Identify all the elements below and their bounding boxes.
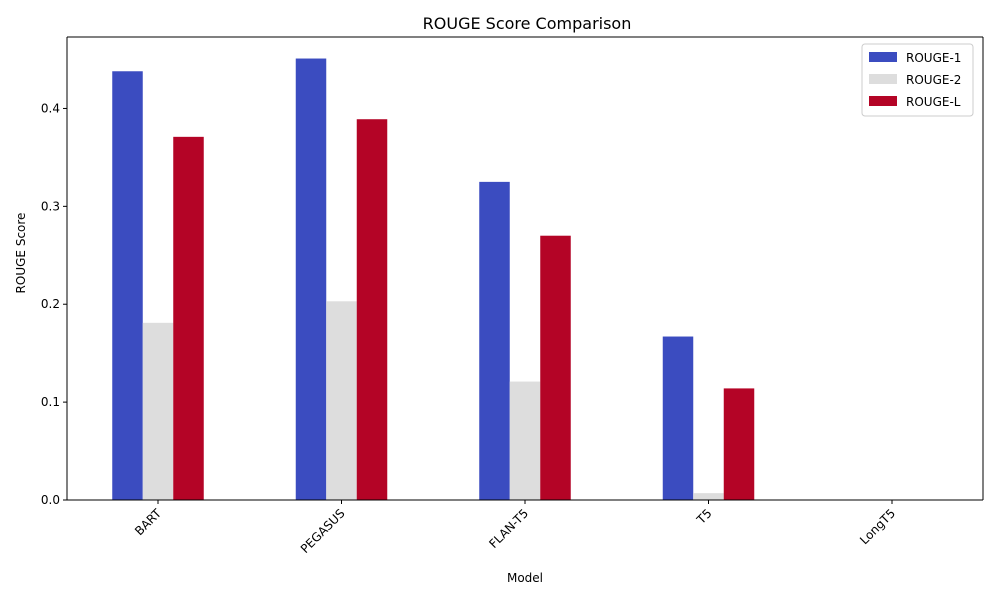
x-axis-label: Model [507, 571, 543, 585]
legend-label-rouge-l: ROUGE-L [906, 95, 961, 109]
chart-title: ROUGE Score Comparison [423, 14, 632, 33]
y-axis-label: ROUGE Score [14, 213, 28, 294]
bar-t5-rouge-2 [693, 493, 724, 500]
legend-swatch-rouge-l [869, 96, 897, 106]
bar-pegasus-rouge-2 [326, 301, 357, 500]
bar-bart-rouge-l [173, 136, 204, 500]
bar-flan-t5-rouge-l [540, 235, 571, 500]
bar-flan-t5-rouge-1 [479, 181, 510, 500]
legend-swatch-rouge-2 [869, 74, 897, 84]
legend-label-rouge-2: ROUGE-2 [906, 73, 961, 87]
y-tick-label: 0.3 [41, 199, 60, 213]
bar-t5-rouge-l [723, 388, 755, 500]
legend-label-rouge-1: ROUGE-1 [906, 51, 961, 65]
y-tick-label: 0.1 [41, 395, 60, 409]
bar-flan-t5-rouge-2 [509, 381, 541, 500]
bars-layer [112, 58, 755, 500]
bar-t5-rouge-1 [662, 336, 694, 500]
y-tick-label: 0.0 [41, 493, 60, 507]
bar-bart-rouge-1 [112, 71, 143, 500]
bar-pegasus-rouge-1 [295, 58, 327, 500]
legend-swatch-rouge-1 [869, 52, 897, 62]
bar-pegasus-rouge-l [356, 119, 388, 500]
y-tick-label: 0.2 [41, 297, 60, 311]
y-tick-label: 0.4 [41, 101, 60, 115]
bar-bart-rouge-2 [142, 322, 174, 500]
legend: ROUGE-1 ROUGE-2 ROUGE-L [861, 43, 974, 117]
